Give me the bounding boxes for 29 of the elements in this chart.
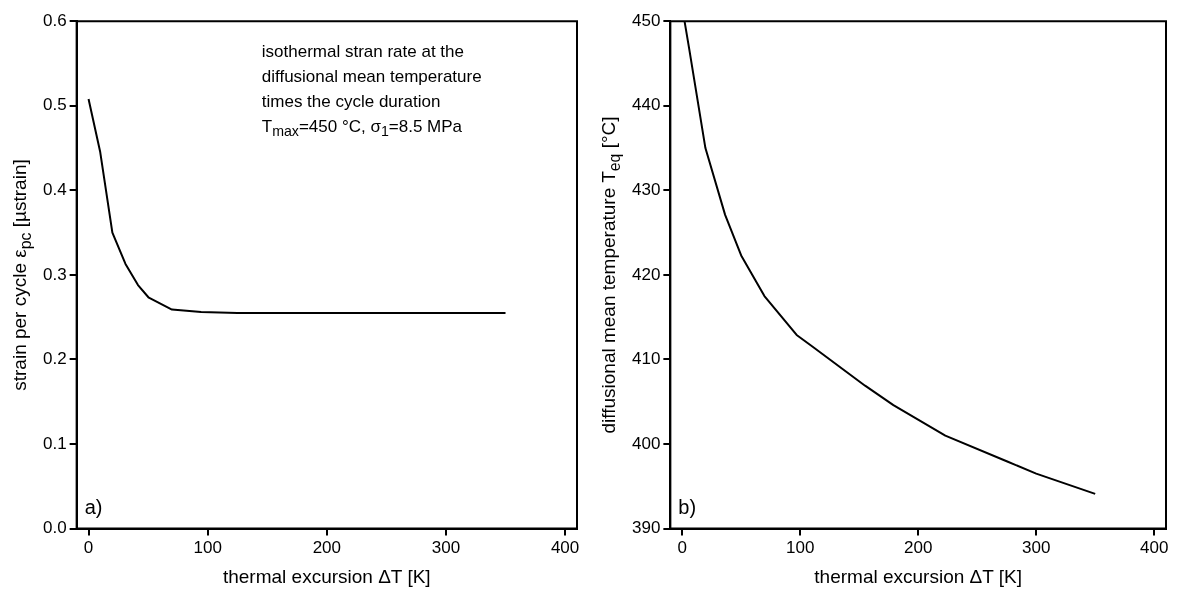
x-axis-title: thermal excursion ΔT [K] bbox=[813, 566, 1023, 588]
x-tick-label: 100 bbox=[785, 538, 815, 558]
x-tick-label: 0 bbox=[677, 538, 687, 558]
x-axis-title: thermal excursion ΔT [K] bbox=[221, 566, 432, 588]
y-tick-label: 0.6 bbox=[42, 10, 67, 30]
y-tick-label: 0.0 bbox=[42, 518, 67, 538]
y-tick-label: 420 bbox=[631, 264, 661, 284]
y-tick-label: 400 bbox=[631, 433, 661, 453]
y-tick-label: 0.3 bbox=[42, 264, 67, 284]
x-tick-label: 400 bbox=[1140, 538, 1169, 558]
x-tick-label: 300 bbox=[1022, 538, 1051, 558]
x-tick-label: 300 bbox=[431, 538, 461, 558]
annotation: a) bbox=[84, 494, 103, 520]
x-tick-label: 0 bbox=[83, 538, 94, 558]
x-tick-label: 200 bbox=[903, 538, 933, 558]
y-tick-label: 0.5 bbox=[42, 95, 67, 115]
y-tick-label: 390 bbox=[631, 518, 661, 538]
x-tick-label: 400 bbox=[550, 538, 580, 558]
y-tick-label: 450 bbox=[631, 10, 661, 30]
y-tick-label: 0.4 bbox=[42, 180, 67, 200]
y-tick-label: 410 bbox=[631, 349, 661, 369]
x-tick-label: 100 bbox=[193, 538, 222, 558]
y-tick-label: 440 bbox=[631, 95, 661, 115]
annotation: b) bbox=[678, 494, 697, 520]
x-tick-label: 200 bbox=[312, 538, 341, 558]
y-tick-label: 430 bbox=[631, 180, 661, 200]
annotation: isothermal stran rate at the diffusional mean temperature times the cycle duration T$_{max}$=450 °C, σ$_{1}$=8.5 MPa bbox=[261, 41, 482, 142]
y-tick-label: 0.2 bbox=[42, 349, 67, 369]
y-tick-label: 0.1 bbox=[42, 433, 67, 453]
